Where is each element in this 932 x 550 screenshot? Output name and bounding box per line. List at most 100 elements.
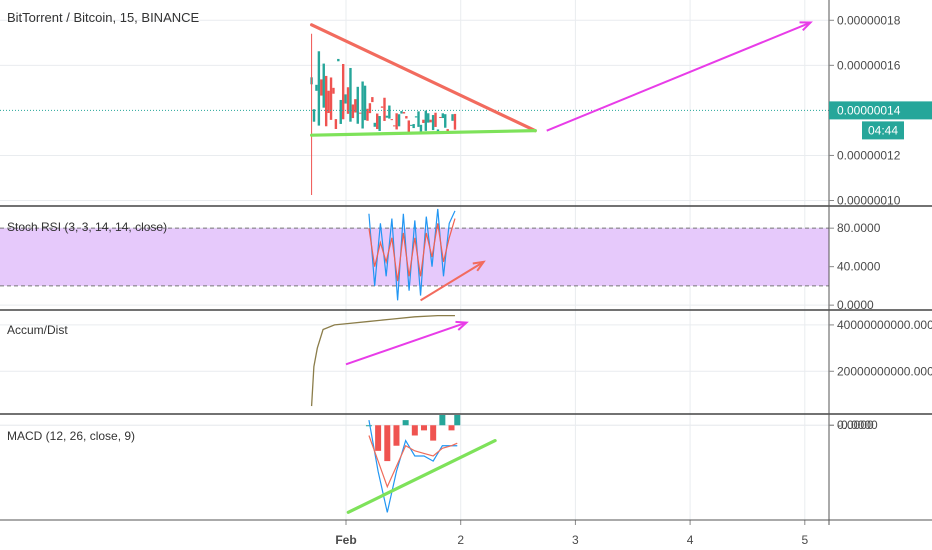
price-candle xyxy=(332,87,335,94)
x-tick-label: 3 xyxy=(572,533,579,547)
price-candle xyxy=(397,114,401,127)
price-candle xyxy=(324,75,328,127)
y-tick-label: 80.0000 xyxy=(837,221,881,235)
y-tick-label: 20000000000.0000 xyxy=(837,364,932,378)
price-candle xyxy=(337,58,340,62)
x-tick-label: 5 xyxy=(801,533,808,547)
y-tick-label: 0.00000018 xyxy=(837,13,901,27)
price-candle xyxy=(363,85,367,121)
price-pane xyxy=(0,33,829,195)
trendline xyxy=(309,23,537,133)
price-candle xyxy=(439,116,442,118)
chart-panes xyxy=(0,33,829,513)
price-candle xyxy=(407,120,410,133)
price-candle xyxy=(453,113,457,130)
price-candle xyxy=(341,63,345,120)
price-candle xyxy=(429,119,432,123)
price-candle xyxy=(388,105,391,119)
price-candle xyxy=(320,79,323,96)
accum-dist-pane-title: Accum/Dist xyxy=(7,323,68,337)
price-candle xyxy=(327,90,330,114)
stoch-band xyxy=(0,228,829,286)
price-candle xyxy=(419,124,423,133)
price-candle xyxy=(434,112,437,127)
price-candle xyxy=(427,113,430,123)
y-tick-label: 0.00000016 xyxy=(837,58,901,72)
price-candle xyxy=(349,67,352,122)
price-candle xyxy=(444,114,447,128)
trend-arrow xyxy=(546,21,813,132)
price-candle xyxy=(405,116,408,119)
price-candle xyxy=(317,51,321,126)
price-candle xyxy=(441,113,445,119)
price-candle xyxy=(431,115,435,131)
price-candle xyxy=(451,114,454,121)
price-candle xyxy=(436,129,440,133)
y-tick-label: 40.0000 xyxy=(837,260,881,274)
price-candle xyxy=(339,99,342,124)
y-tick-label: 0.00000012 xyxy=(837,148,901,162)
macd-line xyxy=(368,420,458,513)
price-candle xyxy=(361,81,364,129)
last-price-tag xyxy=(829,101,932,120)
price-candle xyxy=(356,86,359,124)
macd-histogram-bar xyxy=(375,425,382,451)
macd-signal-line xyxy=(368,435,458,489)
price-candle xyxy=(400,111,403,114)
macd-histogram-bar xyxy=(402,420,409,426)
price-candle xyxy=(424,110,428,131)
price-candle xyxy=(312,109,316,122)
price-candle xyxy=(366,108,369,121)
y-tick-label: -0.0000 xyxy=(837,418,878,432)
trendline xyxy=(346,439,497,514)
price-candle xyxy=(329,77,333,120)
macd-pane-title: MACD (12, 26, close, 9) xyxy=(7,429,135,443)
countdown-tag xyxy=(862,121,904,140)
price-candle xyxy=(390,119,393,121)
price-candle xyxy=(410,124,413,126)
y-tick-label: 0.0000 xyxy=(837,418,874,432)
stoch-rsi-pane xyxy=(0,208,829,301)
price-candle xyxy=(393,125,396,127)
price-candle xyxy=(412,124,415,129)
macd-histogram-bar xyxy=(439,415,446,426)
stoch-rsi-pane-title: Stoch RSI (3, 3, 14, 14, close) xyxy=(7,220,167,234)
y-tick-label: 40000000000.0000 xyxy=(837,318,932,332)
macd-histogram-bar xyxy=(420,425,427,431)
macd-histogram-bar xyxy=(384,425,391,462)
price-candle xyxy=(402,112,406,114)
macd-histogram-bar xyxy=(430,425,437,441)
price-candle xyxy=(346,87,350,114)
macd-histogram-bar xyxy=(393,425,400,446)
accum-dist-pane xyxy=(310,314,455,407)
price-candle xyxy=(378,116,381,131)
price-candle xyxy=(422,119,425,123)
countdown-label: 04:44 xyxy=(868,123,898,137)
price-candle xyxy=(383,97,386,121)
macd-histogram-bar xyxy=(448,425,455,431)
macd-pane xyxy=(365,415,461,513)
price-candle xyxy=(373,122,376,127)
price-candle xyxy=(351,104,355,119)
price-candle xyxy=(334,119,338,129)
last-price-label: 0.00000014 xyxy=(837,103,901,117)
trend-arrow xyxy=(420,260,486,302)
price-candle xyxy=(344,94,347,104)
trendline xyxy=(309,129,537,137)
x-tick-label: 2 xyxy=(457,533,464,547)
stoch-d-line xyxy=(368,218,456,282)
macd-histogram-bar xyxy=(365,425,372,427)
price-candle xyxy=(380,106,384,108)
price-candle xyxy=(385,115,389,118)
y-tick-label: 0.0000 xyxy=(837,298,874,312)
price-candle xyxy=(376,113,379,130)
x-tick-label: 4 xyxy=(687,533,694,547)
y-tick-label: 0.00000010 xyxy=(837,193,901,207)
macd-histogram-bar xyxy=(411,425,418,436)
price-candle xyxy=(322,63,325,108)
price-candle xyxy=(315,84,318,91)
price-candle xyxy=(358,112,362,114)
price-pane-title: BitTorrent / Bitcoin, 15, BINANCE xyxy=(7,10,200,25)
